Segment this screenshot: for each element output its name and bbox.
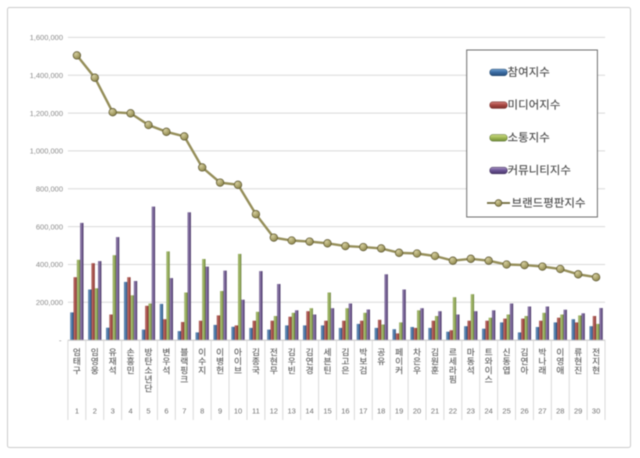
svg-text:8: 8 [200, 407, 204, 416]
svg-text:800,000: 800,000 [36, 185, 63, 194]
svg-text:14: 14 [305, 407, 313, 416]
svg-text:20: 20 [413, 407, 421, 416]
svg-text:29: 29 [574, 407, 582, 416]
svg-text:22: 22 [449, 407, 457, 416]
svg-text:400,000: 400,000 [36, 260, 63, 269]
svg-text:21: 21 [431, 407, 439, 416]
svg-text:6: 6 [164, 407, 168, 416]
svg-text:18: 18 [377, 407, 385, 416]
svg-text:13: 13 [288, 407, 296, 416]
svg-text:30: 30 [592, 407, 600, 416]
svg-text:15: 15 [323, 407, 331, 416]
svg-text:3: 3 [111, 407, 115, 416]
svg-text:5: 5 [146, 407, 150, 416]
svg-text:1,200,000: 1,200,000 [30, 109, 63, 118]
svg-text:-: - [59, 336, 62, 345]
svg-text:200,000: 200,000 [36, 298, 63, 307]
svg-text:1,000,000: 1,000,000 [30, 147, 63, 156]
svg-text:10: 10 [234, 407, 242, 416]
svg-text:23: 23 [467, 407, 475, 416]
svg-text:1,400,000: 1,400,000 [30, 71, 63, 80]
svg-text:1,600,000: 1,600,000 [30, 33, 63, 42]
svg-text:25: 25 [502, 407, 510, 416]
svg-text:26: 26 [520, 407, 528, 416]
svg-text:2: 2 [93, 407, 97, 416]
svg-text:1: 1 [75, 407, 79, 416]
svg-text:24: 24 [485, 407, 493, 416]
svg-text:28: 28 [556, 407, 564, 416]
svg-text:600,000: 600,000 [36, 222, 63, 231]
svg-text:12: 12 [270, 407, 278, 416]
svg-text:19: 19 [395, 407, 403, 416]
svg-text:27: 27 [538, 407, 546, 416]
svg-text:16: 16 [341, 407, 349, 416]
svg-text:11: 11 [252, 407, 260, 416]
svg-text:7: 7 [182, 407, 186, 416]
svg-text:9: 9 [218, 407, 222, 416]
svg-text:17: 17 [359, 407, 367, 416]
svg-text:4: 4 [129, 407, 133, 416]
